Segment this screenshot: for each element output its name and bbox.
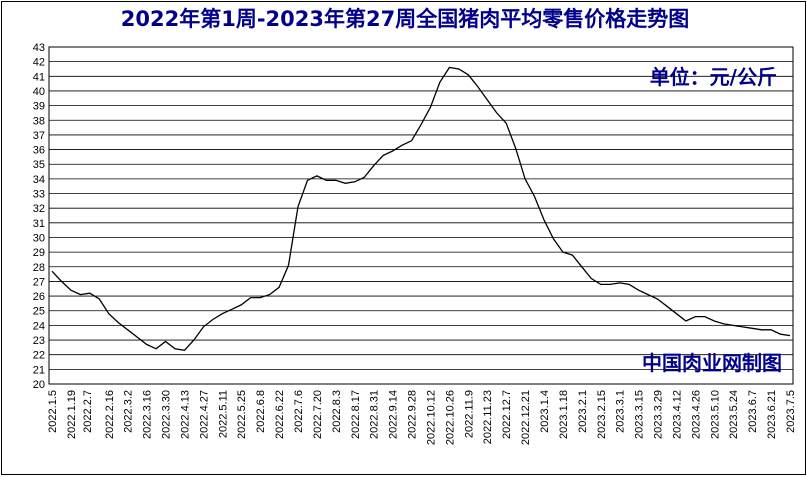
x-tick-label: 2023.6.21 <box>766 390 778 439</box>
x-tick-label: 2022.1.19 <box>66 390 78 439</box>
y-tick-label: 20 <box>33 379 45 391</box>
y-tick-label: 24 <box>33 320 45 332</box>
x-tick-label: 2022.2.7 <box>82 390 94 433</box>
x-tick-label: 2022.5.11 <box>217 390 229 438</box>
chart-title: 2022年第1周-2023年第27周全国猪肉平均零售价格走势图 <box>121 7 689 31</box>
x-tick-label: 2023.3.15 <box>634 390 646 439</box>
x-tick-label: 2022.3.16 <box>142 390 154 439</box>
y-tick-label: 43 <box>33 42 45 54</box>
x-tick-label: 2023.1.18 <box>558 390 570 439</box>
x-tick-label: 2022.7.20 <box>312 390 324 439</box>
y-tick-label: 26 <box>33 291 45 303</box>
x-tick-label: 2022.12.7 <box>501 390 513 439</box>
x-tick-label: 2023.3.1 <box>615 390 627 433</box>
y-tick-label: 40 <box>33 86 45 98</box>
x-tick-label: 2023.1.4 <box>539 390 551 433</box>
x-tick-label: 2023.6.7 <box>747 390 759 433</box>
y-tick-label: 37 <box>33 130 45 142</box>
x-tick-label: 2022.6.22 <box>274 390 286 439</box>
y-tick-label: 27 <box>33 276 45 288</box>
y-tick-label: 38 <box>33 115 45 127</box>
x-axis-ticks: 2022.1.5 2022.1.19 2022.2.7 2022.2.16 2022.3… <box>47 390 797 445</box>
source-label: 中国肉业网制图 <box>642 351 782 375</box>
x-tick-label: 2022.7.6 <box>293 390 305 433</box>
x-tick-label: 2023.7.5 <box>785 390 797 433</box>
y-tick-label: 33 <box>33 189 45 201</box>
y-tick-label: 23 <box>33 335 45 347</box>
x-tick-label: 2022.3.30 <box>161 390 173 439</box>
y-tick-label: 28 <box>33 262 45 274</box>
x-tick-label: 2022.1.5 <box>47 390 59 433</box>
x-tick-label: 2022.4.13 <box>179 390 191 439</box>
x-tick-label: 2023.4.26 <box>690 390 702 439</box>
unit-label: 单位：元/公斤 <box>650 65 777 89</box>
plot-area <box>48 46 794 385</box>
x-tick-label: 2022.2.16 <box>104 390 116 439</box>
y-tick-label: 39 <box>33 101 45 113</box>
y-tick-label: 34 <box>33 174 45 186</box>
y-tick-label: 42 <box>33 57 45 69</box>
x-tick-label: 2022.4.27 <box>198 390 210 439</box>
y-tick-label: 21 <box>33 364 45 376</box>
x-tick-label: 2022.12.21 <box>520 390 532 445</box>
y-tick-label: 32 <box>33 203 45 215</box>
series-line-pork-price <box>51 66 791 351</box>
x-tick-label: 2022.8.17 <box>350 390 362 439</box>
y-tick-label: 36 <box>33 145 45 157</box>
x-tick-label: 2022.8.3 <box>331 390 343 433</box>
x-tick-label: 2023.2.15 <box>596 390 608 439</box>
x-tick-label: 2022.6.8 <box>255 390 267 433</box>
x-tick-label: 2023.2.1 <box>577 390 589 433</box>
x-tick-label: 2022.10.26 <box>444 390 456 445</box>
y-tick-label: 31 <box>33 218 45 230</box>
y-tick-label: 22 <box>33 350 45 362</box>
x-tick-label: 2022.5.25 <box>236 390 248 439</box>
y-tick-label: 35 <box>33 159 45 171</box>
x-tick-label: 2022.8.31 <box>369 390 381 439</box>
x-tick-label: 2022.11.9 <box>463 390 475 438</box>
x-tick-label: 2023.5.24 <box>728 390 740 439</box>
y-tick-label: 30 <box>33 232 45 244</box>
x-tick-label: 2023.5.10 <box>709 390 721 439</box>
x-tick-label: 2022.3.2 <box>123 390 135 433</box>
y-axis-ticks: 20 21 22 23 24 25 26 27 28 29 30 31 32 33 34 35 36 37 38 39… <box>33 42 45 391</box>
x-tick-label: 2022.9.14 <box>388 390 400 439</box>
x-tick-label: 2022.10.12 <box>425 390 437 445</box>
y-tick-label: 29 <box>33 247 45 259</box>
y-tick-label: 41 <box>33 71 45 83</box>
x-tick-label: 2023.4.12 <box>671 390 683 439</box>
x-tick-label: 2022.11.23 <box>482 390 494 444</box>
x-tick-label: 2022.9.28 <box>407 390 419 439</box>
x-tick-label: 2023.3.29 <box>653 390 665 439</box>
y-tick-label: 25 <box>33 306 45 318</box>
grid-lines <box>49 61 793 370</box>
